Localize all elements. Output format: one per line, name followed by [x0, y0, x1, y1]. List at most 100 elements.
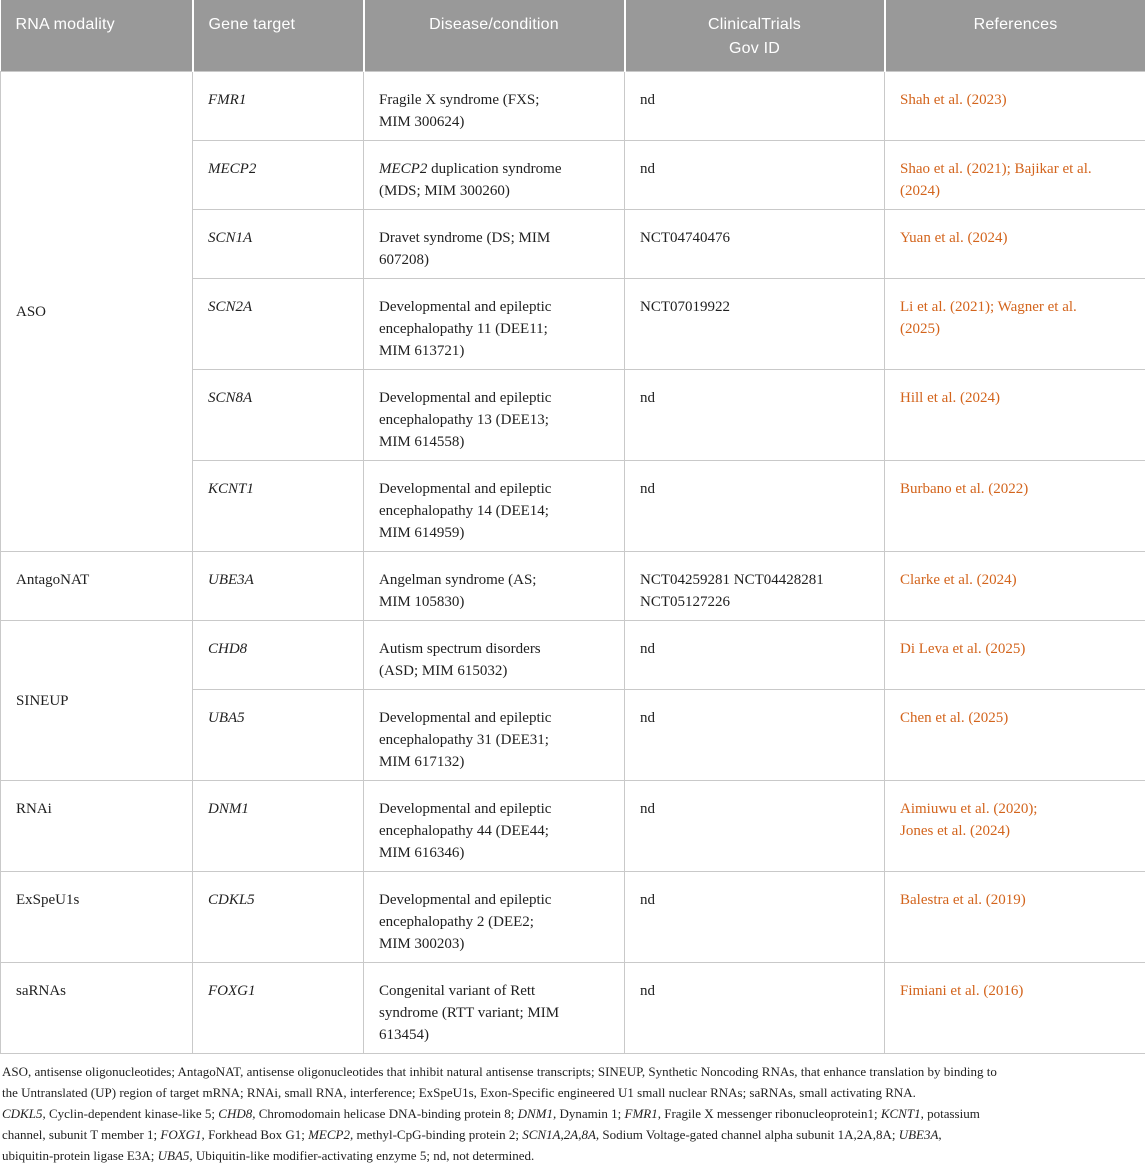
reference-link[interactable]: Burbano et al. (2022): [900, 481, 1028, 497]
references-cell: Aimiuwu et al. (2020); Jones et al. (202…: [885, 781, 1145, 872]
references-cell: Clarke et al. (2024): [885, 552, 1145, 621]
clinicaltrials-id-cell: nd: [625, 872, 885, 963]
reference-link[interactable]: Di Leva et al. (2025): [900, 641, 1025, 657]
gene-target-cell: FMR1: [193, 72, 364, 141]
gene-target-cell: CDKL5: [193, 872, 364, 963]
column-header-disease-condition: Disease/condition: [364, 0, 625, 72]
gene-name-inline: KCNT1,: [881, 1106, 924, 1121]
gene-target-cell: FOXG1: [193, 963, 364, 1054]
footnote-text: Ubiquitin-like modifier-activating enzym…: [193, 1148, 535, 1163]
reference-link[interactable]: Chen et al. (2025): [900, 710, 1008, 726]
footnote-text: ubiquitin-protein ligase E3A;: [2, 1148, 158, 1163]
disease-condition-cell: Dravet syndrome (DS; MIM 607208): [364, 210, 625, 279]
gene-target-cell: DNM1: [193, 781, 364, 872]
references-cell: Hill et al. (2024): [885, 370, 1145, 461]
gene-name-inline: CHD8,: [218, 1106, 255, 1121]
footnote-paragraph: ASO, antisense oligonucleotides; AntagoN…: [2, 1061, 1143, 1103]
gene-name-inline: CDKL5,: [2, 1106, 46, 1121]
clinicaltrials-id-cell: nd: [625, 370, 885, 461]
references-cell: Chen et al. (2025): [885, 690, 1145, 781]
gene-name-inline: FMR1,: [625, 1106, 661, 1121]
references-cell: Di Leva et al. (2025): [885, 621, 1145, 690]
column-header-rna-modality: RNA modality: [1, 0, 193, 72]
gene-name-inline: SCN1A,2A,8A,: [522, 1127, 599, 1142]
table-footnote: ASO, antisense oligonucleotides; AntagoN…: [0, 1054, 1145, 1166]
column-header-clinicaltrials-gov-id: ClinicalTrials Gov ID: [625, 0, 885, 72]
references-cell: Shao et al. (2021); Bajikar et al. (2024…: [885, 141, 1145, 210]
modality-cell: SINEUP: [1, 621, 193, 781]
gene-name-inline: MECP2: [379, 161, 427, 177]
footnote-text: methyl-CpG-binding protein 2;: [353, 1127, 522, 1142]
header-row: RNA modality Gene target Disease/conditi…: [1, 0, 1145, 72]
clinicaltrials-id-cell: NCT04740476: [625, 210, 885, 279]
clinicaltrials-id-cell: nd: [625, 141, 885, 210]
reference-link[interactable]: Balestra et al. (2019): [900, 892, 1026, 908]
reference-link[interactable]: Shah et al. (2023): [900, 92, 1007, 108]
references-cell: Yuan et al. (2024): [885, 210, 1145, 279]
footnote-text: Cyclin-dependent kinase-like 5;: [46, 1106, 219, 1121]
references-cell: Shah et al. (2023): [885, 72, 1145, 141]
column-header-references: References: [885, 0, 1145, 72]
disease-condition-cell: Developmental and epileptic encephalopat…: [364, 781, 625, 872]
modality-cell: AntagoNAT: [1, 552, 193, 621]
reference-link[interactable]: Hill et al. (2024): [900, 390, 1000, 406]
disease-condition-cell: Congenital variant of Rett syndrome (RTT…: [364, 963, 625, 1054]
footnote-text: Fragile X messenger ribonucleoprotein1;: [661, 1106, 881, 1121]
gene-name-inline: UBE3A,: [899, 1127, 942, 1142]
disease-condition-cell: MECP2 duplication syndrome (MDS; MIM 300…: [364, 141, 625, 210]
references-cell: Balestra et al. (2019): [885, 872, 1145, 963]
clinicaltrials-id-cell: NCT07019922: [625, 279, 885, 370]
references-cell: Li et al. (2021); Wagner et al. (2025): [885, 279, 1145, 370]
gene-name-inline: FOXG1,: [160, 1127, 204, 1142]
gene-target-cell: SCN8A: [193, 370, 364, 461]
gene-name-inline: MECP2,: [308, 1127, 353, 1142]
gene-target-cell: SCN2A: [193, 279, 364, 370]
gene-name-inline: UBA5,: [158, 1148, 193, 1163]
disease-condition-cell: Developmental and epileptic encephalopat…: [364, 461, 625, 552]
disease-condition-cell: Fragile X syndrome (FXS; MIM 300624): [364, 72, 625, 141]
reference-link[interactable]: Li et al. (2021); Wagner et al. (2025): [900, 299, 1077, 337]
clinicaltrials-id-cell: nd: [625, 690, 885, 781]
reference-link[interactable]: Shao et al. (2021); Bajikar et al. (2024…: [900, 161, 1092, 199]
gene-target-cell: MECP2: [193, 141, 364, 210]
footnote-text: Forkhead Box G1;: [205, 1127, 308, 1142]
footnote-text: Chromodomain helicase DNA-binding protei…: [255, 1106, 517, 1121]
gene-name-inline: DNM1,: [518, 1106, 557, 1121]
references-cell: Fimiani et al. (2016): [885, 963, 1145, 1054]
modality-cell: ExSpeU1s: [1, 872, 193, 963]
modality-cell: ASO: [1, 72, 193, 552]
references-cell: Burbano et al. (2022): [885, 461, 1145, 552]
footnote-text: Dynamin 1;: [556, 1106, 624, 1121]
table-header: RNA modality Gene target Disease/conditi…: [1, 0, 1145, 72]
column-header-gene-target: Gene target: [193, 0, 364, 72]
disease-condition-cell: Developmental and epileptic encephalopat…: [364, 370, 625, 461]
clinicaltrials-id-cell: nd: [625, 461, 885, 552]
disease-condition-cell: Angelman syndrome (AS; MIM 105830): [364, 552, 625, 621]
clinicaltrials-id-cell: nd: [625, 781, 885, 872]
footnote-text: ASO, antisense oligonucleotides; AntagoN…: [2, 1064, 997, 1100]
reference-link[interactable]: Yuan et al. (2024): [900, 230, 1007, 246]
footnote-text: Sodium Voltage-gated channel alpha subun…: [599, 1127, 899, 1142]
gene-target-cell: UBE3A: [193, 552, 364, 621]
disease-condition-cell: Developmental and epileptic encephalopat…: [364, 690, 625, 781]
clinicaltrials-id-cell: nd: [625, 963, 885, 1054]
gene-target-cell: SCN1A: [193, 210, 364, 279]
gene-target-cell: KCNT1: [193, 461, 364, 552]
modality-cell: RNAi: [1, 781, 193, 872]
disease-condition-cell: Developmental and epileptic encephalopat…: [364, 279, 625, 370]
disease-condition-cell: Developmental and epileptic encephalopat…: [364, 872, 625, 963]
reference-link[interactable]: Aimiuwu et al. (2020); Jones et al. (202…: [900, 801, 1037, 839]
gene-target-cell: CHD8: [193, 621, 364, 690]
reference-link[interactable]: Fimiani et al. (2016): [900, 983, 1023, 999]
clinicaltrials-id-cell: nd: [625, 72, 885, 141]
gene-target-cell: UBA5: [193, 690, 364, 781]
reference-link[interactable]: Clarke et al. (2024): [900, 572, 1017, 588]
modality-cell: saRNAs: [1, 963, 193, 1054]
disease-condition-cell: Autism spectrum disorders (ASD; MIM 6150…: [364, 621, 625, 690]
